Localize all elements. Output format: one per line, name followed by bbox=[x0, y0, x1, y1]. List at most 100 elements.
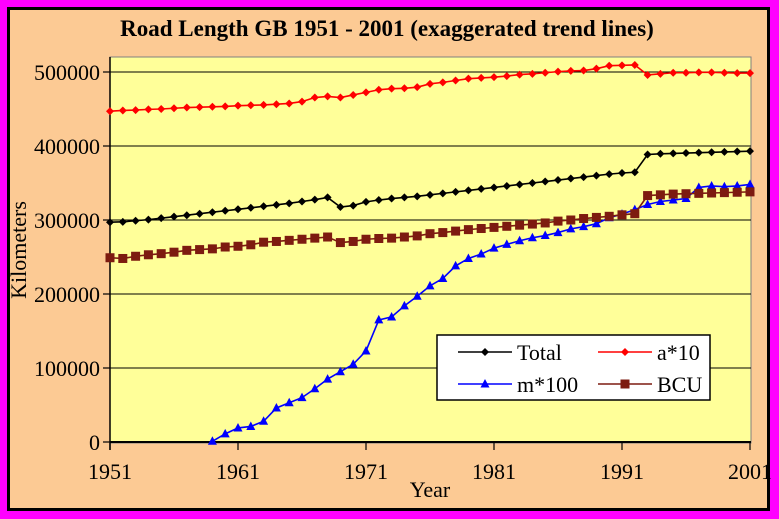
data-point-marker bbox=[669, 68, 678, 77]
data-point-marker bbox=[681, 189, 691, 199]
x-tick-label: 1951 bbox=[88, 459, 132, 484]
data-point-marker bbox=[554, 67, 562, 76]
data-point-marker bbox=[195, 209, 204, 218]
data-point-marker bbox=[425, 229, 435, 239]
data-point-marker bbox=[643, 191, 653, 201]
legend-box bbox=[436, 334, 711, 401]
data-point-marker bbox=[246, 101, 255, 110]
data-point-marker bbox=[157, 105, 166, 113]
data-point-marker bbox=[182, 103, 191, 112]
data-point-marker bbox=[643, 150, 652, 159]
y-tick-label: 500000 bbox=[34, 60, 100, 85]
data-point-marker bbox=[284, 397, 294, 407]
data-point-marker bbox=[169, 247, 179, 257]
data-point-marker bbox=[618, 61, 626, 70]
data-point-marker bbox=[374, 314, 384, 324]
data-point-marker bbox=[349, 201, 358, 210]
data-point-marker bbox=[284, 235, 294, 245]
data-point-marker bbox=[246, 421, 256, 430]
data-point-marker bbox=[310, 93, 319, 102]
data-point-marker bbox=[271, 236, 281, 246]
data-point-marker bbox=[438, 228, 448, 238]
data-point-marker bbox=[527, 232, 537, 242]
x-tick-label: 1961 bbox=[216, 459, 260, 484]
data-point-marker bbox=[272, 100, 281, 109]
data-point-marker bbox=[477, 184, 486, 193]
data-point-marker bbox=[143, 250, 153, 260]
data-point-marker bbox=[105, 253, 115, 263]
data-point-marker bbox=[732, 180, 742, 190]
data-point-marker bbox=[362, 197, 370, 206]
data-point-marker bbox=[336, 203, 345, 212]
data-point-marker bbox=[259, 416, 269, 425]
data-point-marker bbox=[221, 102, 230, 111]
data-point-marker bbox=[745, 179, 755, 188]
data-point-marker bbox=[259, 202, 268, 211]
data-point-marker bbox=[502, 72, 511, 81]
data-point-marker bbox=[476, 224, 486, 234]
data-point-marker bbox=[208, 102, 217, 111]
data-point-marker bbox=[477, 73, 486, 82]
legend-label: Total bbox=[517, 340, 562, 365]
data-point-marker bbox=[131, 216, 140, 225]
data-point-marker bbox=[630, 60, 639, 69]
data-point-marker bbox=[605, 170, 614, 179]
data-point-marker bbox=[157, 214, 166, 223]
legend-label: BCU bbox=[657, 372, 702, 397]
data-point-marker bbox=[335, 366, 345, 376]
data-point-marker bbox=[668, 195, 678, 204]
data-point-marker bbox=[182, 245, 192, 255]
data-point-marker bbox=[682, 149, 690, 158]
data-point-marker bbox=[489, 222, 499, 232]
data-point-marker bbox=[387, 194, 396, 203]
data-point-marker bbox=[618, 169, 626, 178]
data-point-marker bbox=[592, 64, 601, 73]
data-point-marker bbox=[694, 68, 703, 77]
data-point-marker bbox=[476, 249, 486, 258]
data-point-marker bbox=[694, 188, 704, 198]
data-point-marker bbox=[207, 436, 217, 445]
data-point-marker bbox=[285, 199, 294, 208]
data-point-marker bbox=[195, 103, 204, 112]
data-point-marker bbox=[349, 90, 358, 99]
y-axis-tick-labels: 0 100000 200000 300000 400000 500000 bbox=[34, 60, 110, 455]
data-point-marker bbox=[527, 219, 537, 229]
data-point-marker bbox=[655, 190, 665, 200]
data-point-marker bbox=[490, 183, 498, 192]
data-point-marker bbox=[412, 291, 422, 300]
data-point-marker bbox=[233, 241, 243, 251]
data-point-marker bbox=[310, 195, 319, 204]
data-point-marker bbox=[182, 211, 191, 220]
data-point-marker bbox=[719, 181, 729, 191]
data-point-marker bbox=[592, 171, 601, 180]
data-point-marker bbox=[579, 173, 588, 182]
data-point-marker bbox=[400, 193, 409, 202]
y-tick-label: 200000 bbox=[34, 282, 100, 307]
legend-item-m100: m*100 bbox=[458, 372, 578, 397]
data-point-marker bbox=[490, 73, 498, 82]
data-point-marker bbox=[220, 428, 230, 438]
data-point-marker bbox=[630, 168, 639, 177]
data-point-marker bbox=[540, 218, 550, 228]
data-point-marker bbox=[656, 149, 665, 158]
data-point-marker bbox=[540, 230, 550, 240]
data-point-marker bbox=[707, 188, 717, 198]
data-point-marker bbox=[591, 212, 601, 222]
data-point-marker bbox=[323, 232, 333, 242]
data-point-marker bbox=[451, 76, 460, 85]
data-point-marker bbox=[297, 234, 307, 244]
data-point-marker bbox=[387, 233, 397, 243]
data-point-marker bbox=[515, 70, 524, 79]
data-point-marker bbox=[707, 180, 717, 190]
legend-marker bbox=[480, 379, 490, 388]
y-tick-label: 300000 bbox=[34, 208, 100, 233]
series-bcu bbox=[105, 187, 755, 263]
data-point-marker bbox=[655, 196, 665, 205]
data-point-marker bbox=[131, 251, 141, 261]
legend-item-bcu: BCU bbox=[598, 372, 702, 397]
data-point-marker bbox=[502, 221, 512, 231]
data-point-marker bbox=[426, 190, 434, 199]
data-point-marker bbox=[579, 221, 589, 231]
data-point-marker bbox=[298, 197, 306, 206]
y-tick-label: 400000 bbox=[34, 134, 100, 159]
